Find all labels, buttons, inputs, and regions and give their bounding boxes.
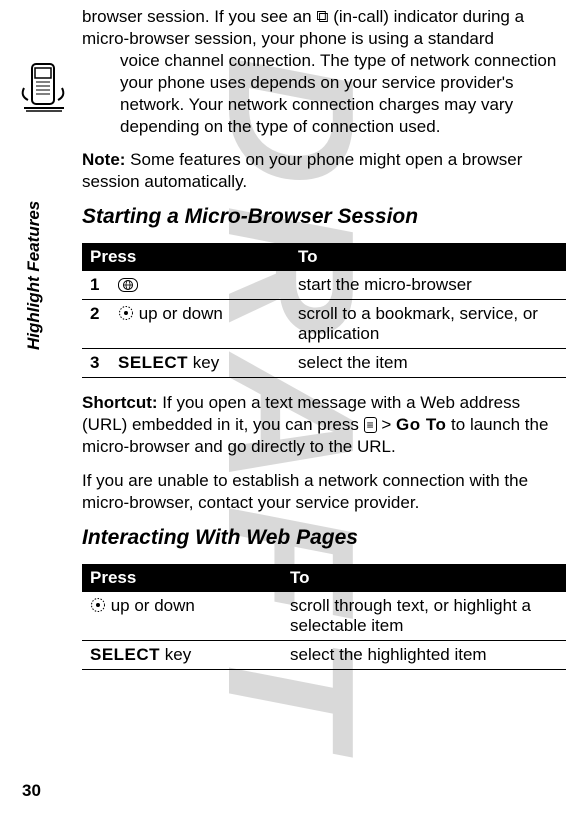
paragraph-unable: If you are unable to establish a network… (82, 470, 566, 514)
paragraph-browser-session-b: voice channel connection. The type of ne… (120, 50, 566, 138)
row-press: SELECT key (110, 348, 290, 377)
row-press: up or down (110, 299, 290, 348)
page-number: 30 (22, 781, 41, 801)
row-number: 3 (82, 348, 110, 377)
table2-head-to: To (282, 564, 566, 592)
row-press-text: key (188, 353, 219, 372)
table-row: up or down scroll through text, or highl… (82, 592, 566, 641)
phone-illustration-icon (18, 58, 70, 118)
heading-starting-session: Starting a Micro-Browser Session (82, 205, 566, 229)
table-row: 3 SELECT key select the item (82, 348, 566, 377)
row-number: 2 (82, 299, 110, 348)
heading-interacting: Interacting With Web Pages (82, 526, 566, 550)
row-press-text: up or down (134, 304, 223, 323)
row-to: select the highlighted item (282, 641, 566, 670)
row-press-text: key (160, 645, 191, 664)
nav-key-icon (90, 597, 106, 613)
table-row: SELECT key select the highlighted item (82, 641, 566, 670)
row-press: SELECT key (82, 641, 282, 670)
select-key-label: SELECT (118, 353, 188, 372)
sidebar-section-label: Highlight Features (24, 201, 44, 350)
row-press: up or down (82, 592, 282, 641)
goto-label: Go To (396, 415, 446, 434)
table2-head-press: Press (82, 564, 282, 592)
table-interacting: Press To up or down scroll through text,… (82, 564, 566, 670)
shortcut-label: Shortcut: (82, 393, 158, 412)
page-content: browser session. If you see an ⧉ (in-cal… (82, 6, 566, 670)
row-number: 1 (82, 271, 110, 300)
menu-key-icon: ≡ (364, 417, 377, 433)
table-row: 2 up or down scroll to a bookmark, servi… (82, 299, 566, 348)
table1-head-to: To (290, 243, 566, 271)
note-label: Note: (82, 150, 125, 169)
row-to: start the micro-browser (290, 271, 566, 300)
row-press-text: up or down (106, 596, 195, 615)
shortcut-text-b: > (377, 415, 396, 434)
row-to: scroll through text, or highlight a sele… (282, 592, 566, 641)
row-to: select the item (290, 348, 566, 377)
table-starting-session: Press To 1 start the micro-browser 2 (82, 243, 566, 378)
paragraph-browser-session-a: browser session. If you see an ⧉ (in-cal… (82, 6, 566, 50)
paragraph-shortcut: Shortcut: If you open a text message wit… (82, 392, 566, 458)
row-press (110, 271, 290, 300)
select-key-label: SELECT (90, 645, 160, 664)
paragraph-note: Note: Some features on your phone might … (82, 149, 566, 193)
nav-key-icon (118, 305, 134, 321)
row-to: scroll to a bookmark, service, or applic… (290, 299, 566, 348)
note-text: Some features on your phone might open a… (82, 150, 522, 191)
table-row: 1 start the micro-browser (82, 271, 566, 300)
table1-head-press: Press (82, 243, 290, 271)
globe-key-icon (118, 278, 138, 292)
